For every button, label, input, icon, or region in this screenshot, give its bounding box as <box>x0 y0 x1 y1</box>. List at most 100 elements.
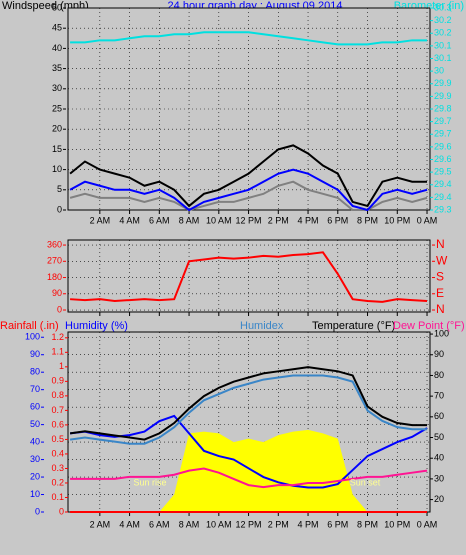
y2-tick-label: N <box>436 302 445 316</box>
y3-tick-label: 0 <box>59 506 64 516</box>
area <box>70 429 428 512</box>
x-tick-label: 2 AM <box>90 215 111 225</box>
x-tick-label: 10 PM <box>384 519 410 529</box>
y2-tick-label: 100 <box>434 328 449 338</box>
y-tick-label: 20 <box>30 471 40 481</box>
y2-tick-label: 30 <box>434 66 444 76</box>
y2-tick-label: 29.7 <box>434 116 452 126</box>
y-tick-label: 10 <box>52 164 62 174</box>
y2-tick-label: E <box>436 286 444 300</box>
y3-tick-label: 0.4 <box>51 448 64 458</box>
y2-axis-label: Barometer (in) <box>394 0 464 12</box>
x-tick-label: 4 PM <box>298 519 319 529</box>
x-tick-label: 10 AM <box>206 215 232 225</box>
y2-tick-label: 80 <box>434 370 444 380</box>
y3-tick-label: 1.1 <box>51 347 64 357</box>
y3-tick-label: 0.5 <box>51 434 64 444</box>
legend-label: Humidity (%) <box>65 320 128 332</box>
line <box>70 31 428 46</box>
y-tick-label: 40 <box>30 436 40 446</box>
y-tick-label: 30 <box>52 83 62 93</box>
y2-tick-label: 29.9 <box>434 91 452 101</box>
y2-tick-label: 70 <box>434 391 444 401</box>
y-tick-label: 80 <box>30 367 40 377</box>
y2-tick-label: 50 <box>434 432 444 442</box>
x-tick-label: 8 AM <box>179 519 200 529</box>
x-tick-label: 12 PM <box>236 215 262 225</box>
y3-tick-label: 1 <box>59 361 64 371</box>
x-tick-label: 4 AM <box>119 519 140 529</box>
y-tick-label: 30 <box>30 454 40 464</box>
y2-tick-label: 29.6 <box>434 154 452 164</box>
y2-tick-label: S <box>436 270 444 284</box>
y2-tick-label: 40 <box>434 453 444 463</box>
y-tick-label: 90 <box>52 288 62 298</box>
x-tick-label: 4 PM <box>298 215 319 225</box>
y-tick-label: 10 <box>30 489 40 499</box>
y2-tick-label: 29.4 <box>434 192 452 202</box>
y2-tick-label: 30.2 <box>434 28 452 38</box>
y2-tick-label: 60 <box>434 411 444 421</box>
y2-tick-label: 29.8 <box>434 103 452 113</box>
y2-tick-label: 90 <box>434 349 444 359</box>
x-tick-label: 8 AM <box>179 215 200 225</box>
y-tick-label: 0 <box>35 506 40 516</box>
y3-tick-label: 0.6 <box>51 419 64 429</box>
y3-tick-label: 0.1 <box>51 492 64 502</box>
y2-tick-label: W <box>436 253 448 267</box>
y3-tick-label: 0.9 <box>51 376 64 386</box>
y-tick-label: 50 <box>30 419 40 429</box>
line <box>69 374 428 445</box>
x-tick-label: 6 AM <box>149 215 170 225</box>
y2-tick-label: 30 <box>434 473 444 483</box>
y2-tick-label: 30.1 <box>434 40 452 50</box>
x-tick-label: 10 PM <box>384 215 410 225</box>
y-tick-label: 5 <box>57 184 62 194</box>
y-tick-label: 0 <box>57 304 62 314</box>
line <box>69 168 428 212</box>
y-tick-label: 0 <box>57 204 62 214</box>
line <box>69 414 428 489</box>
annotation: Sun rise <box>133 477 166 487</box>
y-tick-label: 40 <box>52 43 62 53</box>
x-tick-label: 2 AM <box>90 519 111 529</box>
y2-tick-label: 29.5 <box>434 167 452 177</box>
y2-tick-label: 20 <box>434 494 444 504</box>
y-tick-label: 45 <box>52 23 62 33</box>
x-tick-label: 0 AM <box>417 215 438 225</box>
x-tick-label: 2 PM <box>268 519 289 529</box>
y-tick-label: 90 <box>30 349 40 359</box>
x-tick-label: 0 AM <box>417 519 438 529</box>
legend-label: Rainfall (.in) <box>0 320 59 332</box>
y-tick-label: 360 <box>47 239 62 249</box>
legend-label: Humidex <box>240 320 284 332</box>
y2-tick-label: 29.4 <box>434 179 452 189</box>
y-tick-label: 60 <box>30 402 40 412</box>
x-tick-label: 10 AM <box>206 519 232 529</box>
y3-tick-label: 0.2 <box>51 477 64 487</box>
y-axis-label: Windspeed (mph) <box>2 0 89 12</box>
x-tick-label: 8 PM <box>357 519 378 529</box>
line <box>69 366 428 441</box>
y-tick-label: 180 <box>47 272 62 282</box>
legend-label: Temperature (°F) <box>312 320 395 332</box>
y-tick-label: 50 <box>52 2 62 12</box>
x-tick-label: 6 PM <box>327 519 348 529</box>
x-tick-label: 6 AM <box>149 519 170 529</box>
annotation: Sun set <box>350 477 381 487</box>
y3-tick-label: 0.7 <box>51 405 64 415</box>
y2-tick-label: 29.3 <box>434 204 452 214</box>
legend-label: Dew Point (°F) <box>393 320 465 332</box>
x-tick-label: 2 PM <box>268 215 289 225</box>
y-tick-label: 70 <box>30 384 40 394</box>
line <box>70 467 428 489</box>
y2-tick-label: 30.1 <box>434 53 452 63</box>
y-tick-label: 100 <box>25 332 40 342</box>
x-tick-label: 6 PM <box>327 215 348 225</box>
y3-tick-label: 0.8 <box>51 390 64 400</box>
chart-title: 24 hour graph day : August 09 2014 <box>168 0 343 12</box>
y-tick-label: 15 <box>52 144 62 154</box>
x-tick-label: 8 PM <box>357 215 378 225</box>
y2-tick-label: 29.6 <box>434 141 452 151</box>
